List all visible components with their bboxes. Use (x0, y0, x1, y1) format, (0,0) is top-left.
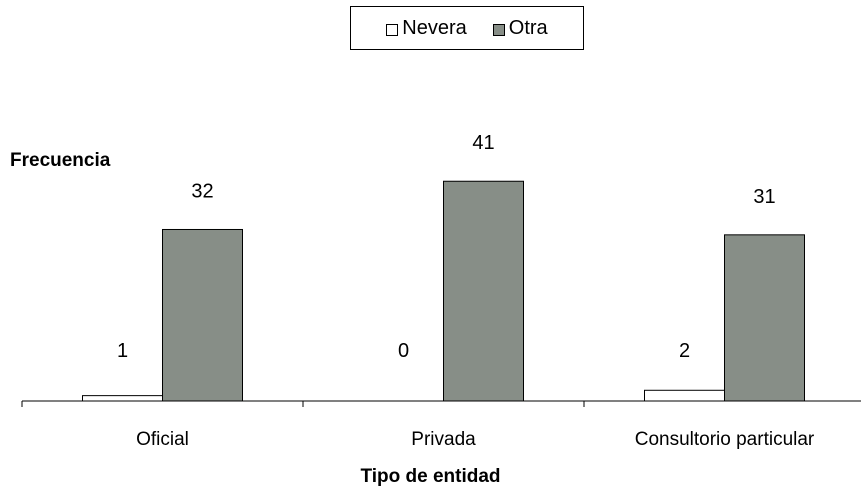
data-label-nevera-2: 0 (398, 340, 409, 362)
legend-item-nevera: Nevera (386, 16, 467, 40)
data-label-nevera-3: 2 (679, 340, 690, 362)
legend-item-otra: Otra (492, 16, 548, 40)
bar-nevera-3 (644, 389, 725, 402)
legend-swatch-nevera (386, 24, 399, 36)
x-tick-label: Oficial (136, 429, 189, 450)
x-axis-label: Tipo de entidad (360, 466, 501, 487)
legend-swatch-otra (492, 24, 505, 36)
data-label-otra-2: 41 (472, 132, 494, 154)
bar-otra-2 (443, 180, 524, 402)
bar-otra-3 (724, 234, 805, 402)
x-tick-label: Consultorio particular (635, 429, 815, 450)
legend-label-nevera: Nevera (402, 16, 467, 39)
bar-nevera-1 (82, 395, 163, 402)
data-label-otra-1: 32 (191, 180, 213, 202)
bar-otra-1 (162, 228, 243, 402)
legend: Nevera Otra (350, 6, 584, 50)
data-label-otra-3: 31 (753, 186, 775, 208)
legend-label-otra: Otra (508, 16, 548, 39)
data-label-nevera-1: 1 (117, 340, 128, 362)
x-tick-label: Privada (411, 429, 476, 450)
y-axis-label: Frecuencia (10, 150, 111, 171)
